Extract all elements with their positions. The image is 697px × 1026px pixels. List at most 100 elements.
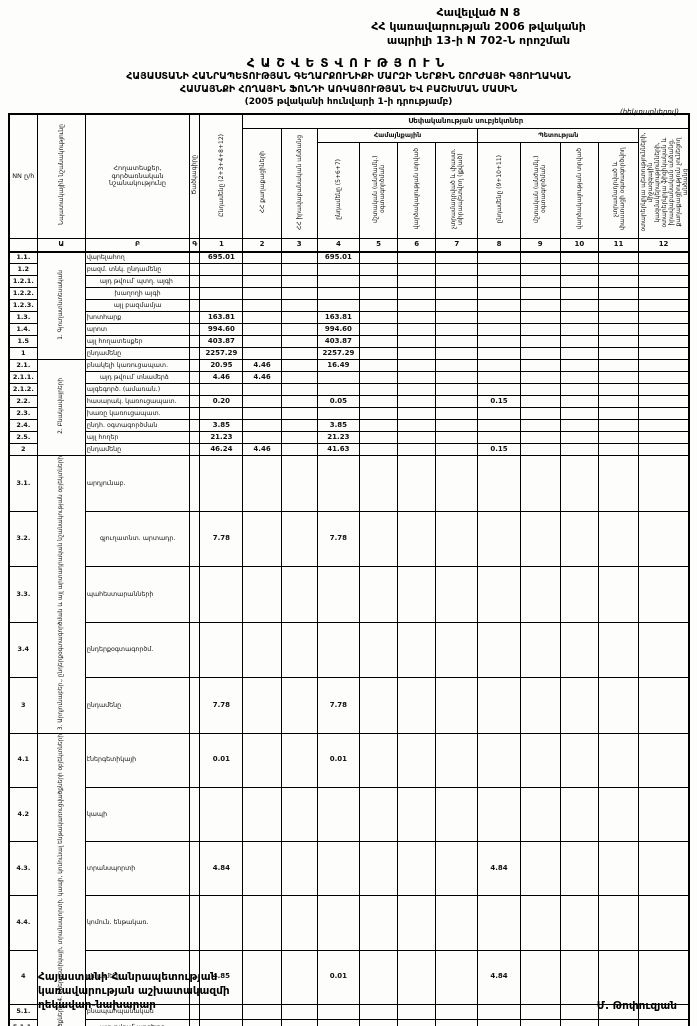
- column-number: 8: [477, 237, 521, 253]
- value-cell: [519, 383, 561, 396]
- document-title: ՀԱՇՎԵՏՎՈՒԹՅՈՒՆ ՀԱՅԱՍՏԱՆԻ ՀԱՆՐԱՊԵՏՈՒԹՅԱՆ …: [0, 56, 697, 109]
- value-cell: [358, 299, 399, 312]
- land-type-cell: խոտհարք: [84, 311, 191, 324]
- value-cell: [242, 275, 282, 288]
- value-cell: [559, 566, 599, 623]
- value-cell: [435, 455, 479, 512]
- table-row: 1.3. խոտհարք 163.81 163.81: [8, 311, 690, 324]
- row-number-cell: 1.3.: [8, 311, 38, 324]
- land-type-cell: խառը կառուցապատ.: [84, 407, 191, 420]
- value-cell: [559, 677, 599, 734]
- value-cell: [397, 455, 437, 512]
- land-type-cell: այգեգործ. (ամառան.): [84, 383, 191, 396]
- value-cell: [638, 335, 690, 348]
- value-cell: 21.23: [199, 431, 244, 444]
- row-number-cell: 4.4.: [8, 895, 38, 951]
- value-cell: [638, 786, 690, 843]
- value-cell: [316, 895, 360, 951]
- title-date-line: (2005 թվականի հունվարի 1-ի դրությամբ): [244, 97, 453, 107]
- value-cell: [397, 895, 437, 951]
- value-cell: [638, 510, 690, 568]
- table-row: 4.1 4. Էներգետիկայի, տրանսպորտի, կապի, կո…: [8, 732, 690, 1005]
- value-cell: [280, 251, 318, 264]
- table-row: 2.1. 2. Բնակավայրերի բնակելի կառուցապատ. 20…: [8, 359, 690, 456]
- annex-line1: Հավելված N 8: [436, 6, 521, 19]
- table-row: 1 ընդամենը 2257.29 2257.29: [8, 347, 690, 360]
- row-number-cell: 4.3.: [8, 841, 38, 897]
- value-cell: [280, 455, 318, 512]
- col-community-not-provided: չտրամադրված և փաստ. տիրապետվող (լքված): [435, 142, 479, 239]
- value-cell: [397, 347, 437, 360]
- value-cell: [519, 895, 561, 951]
- value-cell: [559, 443, 599, 456]
- value-cell: [638, 431, 690, 444]
- land-type-cell: հասարակ. կառուցապատ.: [84, 395, 191, 408]
- value-cell: [397, 395, 437, 408]
- value-cell: [280, 311, 318, 324]
- code-cell: [189, 443, 201, 456]
- value-cell: [242, 251, 282, 264]
- value-cell: [597, 510, 640, 568]
- value-cell: [519, 431, 561, 444]
- value-cell: [435, 786, 479, 843]
- value-cell: [638, 841, 690, 897]
- col-community-total: ընդամենը (5+6+7): [316, 142, 360, 239]
- value-cell: [397, 510, 437, 568]
- land-type-cell: ընդամենը: [84, 443, 191, 456]
- table-row: 4 ընդամենը 4.85 0.01 4.84: [8, 949, 690, 1005]
- row-number-cell: 4.1: [8, 732, 38, 788]
- value-cell: [477, 287, 521, 300]
- value-cell: [280, 299, 318, 312]
- col-total: Ընդամենը (2+3+4+8+12): [199, 113, 244, 239]
- value-cell: [435, 443, 479, 456]
- code-cell: [189, 732, 201, 788]
- value-cell: [397, 383, 437, 396]
- value-cell: [199, 895, 244, 951]
- land-type-cell: այդ թվում՝ արգելոց: [84, 1019, 191, 1026]
- value-cell: [242, 841, 282, 897]
- land-type-cell: արդյունաբ.: [84, 455, 191, 512]
- table-row: 4.2 կապի: [8, 786, 690, 843]
- value-cell: [397, 299, 437, 312]
- value-cell: [358, 732, 399, 788]
- value-cell: [316, 566, 360, 623]
- title-line2: ՀԱՅԱՍՏԱՆԻ ՀԱՆՐԱՊԵՏՈՒԹՅԱՆ ԳԵՂԱՐՔՈՒՆԻՔԻ ՄԱ…: [126, 71, 571, 82]
- value-cell: [519, 359, 561, 372]
- value-cell: [519, 251, 561, 264]
- row-number-cell: 2.1.: [8, 359, 38, 372]
- community-group-header: Համայնքային: [316, 128, 479, 143]
- value-cell: [199, 407, 244, 420]
- table-row: 2.1.1. այդ թվում՝ տնամերձ 4.46 4.46: [8, 371, 690, 384]
- value-cell: [435, 323, 479, 336]
- row-number-cell: 3.4: [8, 621, 38, 679]
- value-cell: [638, 395, 690, 408]
- value-cell: 2257.29: [316, 347, 360, 360]
- value-cell: [316, 407, 360, 420]
- code-cell: [189, 275, 201, 288]
- value-cell: [397, 275, 437, 288]
- value-cell: [519, 443, 561, 456]
- value-cell: [397, 443, 437, 456]
- table-row: 1.2.2. խաղողի այգի: [8, 287, 690, 300]
- row-number-cell: 2: [8, 443, 38, 456]
- value-cell: [477, 510, 521, 568]
- value-cell: [519, 455, 561, 512]
- value-cell: [358, 383, 399, 396]
- signatory-line2: կառավարության աշխատակազմի: [38, 985, 230, 997]
- value-cell: 4.46: [242, 359, 282, 372]
- value-cell: [358, 347, 399, 360]
- value-cell: [597, 566, 640, 623]
- code-cell: [189, 323, 201, 336]
- value-cell: [358, 1019, 399, 1026]
- section-purpose-cell: 1. Գյուղատնտեսական: [36, 251, 86, 360]
- value-cell: [397, 431, 437, 444]
- value-cell: [199, 1019, 244, 1026]
- value-cell: [477, 621, 521, 679]
- value-cell: [316, 263, 360, 276]
- value-cell: [280, 347, 318, 360]
- value-cell: [316, 1019, 360, 1026]
- value-cell: [435, 841, 479, 897]
- code-cell: [189, 1019, 201, 1026]
- value-cell: [597, 443, 640, 456]
- value-cell: [559, 359, 599, 372]
